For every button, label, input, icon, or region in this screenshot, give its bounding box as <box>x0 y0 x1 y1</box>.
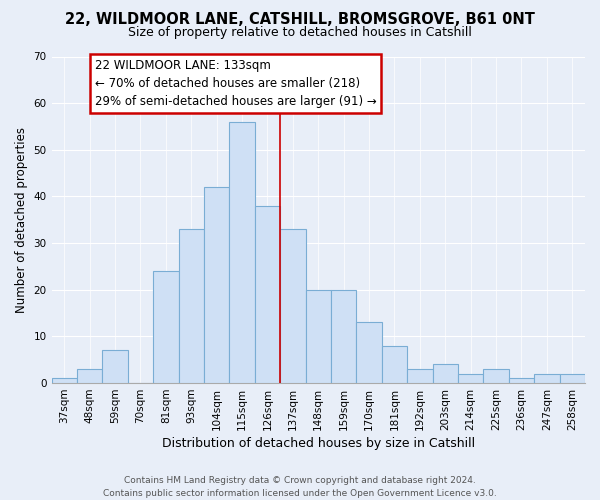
Bar <box>204 187 229 383</box>
Bar <box>382 346 407 383</box>
Bar <box>356 322 382 383</box>
Bar <box>255 206 280 383</box>
Bar <box>305 290 331 383</box>
Text: 22 WILDMOOR LANE: 133sqm
← 70% of detached houses are smaller (218)
29% of semi-: 22 WILDMOOR LANE: 133sqm ← 70% of detach… <box>95 59 376 108</box>
Text: Size of property relative to detached houses in Catshill: Size of property relative to detached ho… <box>128 26 472 39</box>
Text: Contains HM Land Registry data © Crown copyright and database right 2024.
Contai: Contains HM Land Registry data © Crown c… <box>103 476 497 498</box>
Bar <box>77 369 103 383</box>
Bar <box>229 122 255 383</box>
Bar <box>534 374 560 383</box>
Bar <box>280 229 305 383</box>
Bar <box>484 369 509 383</box>
Bar <box>179 229 204 383</box>
Bar <box>560 374 585 383</box>
Text: 22, WILDMOOR LANE, CATSHILL, BROMSGROVE, B61 0NT: 22, WILDMOOR LANE, CATSHILL, BROMSGROVE,… <box>65 12 535 28</box>
Bar <box>52 378 77 383</box>
Bar <box>509 378 534 383</box>
Bar <box>407 369 433 383</box>
X-axis label: Distribution of detached houses by size in Catshill: Distribution of detached houses by size … <box>162 437 475 450</box>
Bar <box>433 364 458 383</box>
Bar <box>103 350 128 383</box>
Bar <box>331 290 356 383</box>
Y-axis label: Number of detached properties: Number of detached properties <box>15 127 28 313</box>
Bar <box>153 271 179 383</box>
Bar <box>458 374 484 383</box>
